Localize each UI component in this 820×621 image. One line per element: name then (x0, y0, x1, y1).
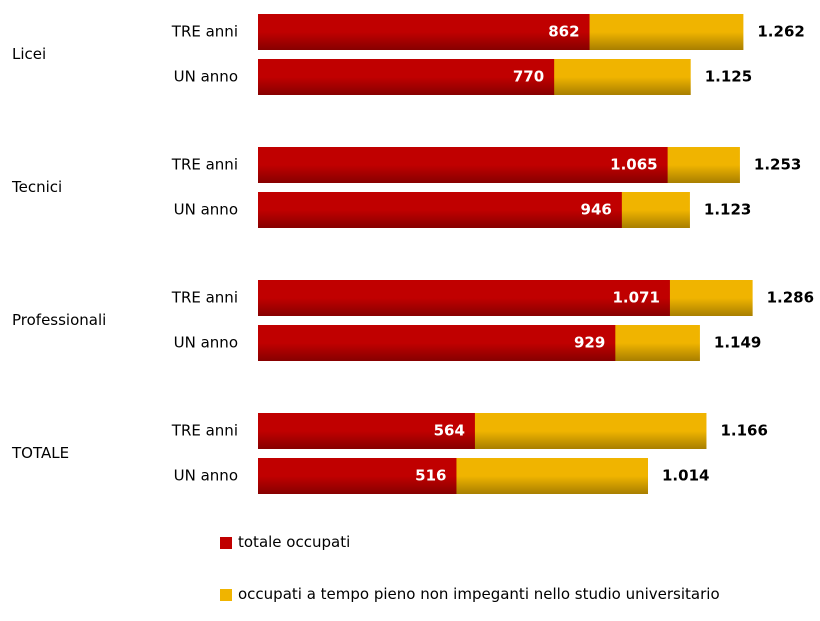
value-label: 946 (581, 201, 612, 219)
bar-shade (258, 458, 457, 494)
legend-swatch (220, 589, 232, 601)
y-tick-label: UN anno (174, 201, 238, 219)
y-tick-label: TRE anni (171, 156, 238, 174)
legend-item: totale occupati (220, 533, 350, 551)
legend-item: occupati a tempo pieno non impeganti nel… (220, 585, 720, 603)
value-label: 1.166 (720, 422, 767, 440)
group-label: Professionali (12, 311, 106, 329)
y-tick-label: UN anno (174, 334, 238, 352)
value-label: 1.123 (704, 201, 751, 219)
bar-shade (258, 147, 668, 183)
y-tick-label: TRE anni (171, 289, 238, 307)
bar-shade (258, 14, 590, 50)
value-label: 1.262 (757, 23, 804, 41)
y-tick-label: TRE anni (171, 23, 238, 41)
value-label: 1.065 (610, 156, 657, 174)
legend-label: occupati a tempo pieno non impeganti nel… (238, 585, 720, 603)
y-tick-label: UN anno (174, 467, 238, 485)
bar-shade (258, 192, 622, 228)
legend-swatch (220, 537, 232, 549)
bar-shade (258, 413, 475, 449)
y-tick-label: UN anno (174, 68, 238, 86)
value-label: 1.125 (705, 68, 752, 86)
group-label: Tecnici (11, 178, 62, 196)
value-label: 1.286 (767, 289, 814, 307)
value-label: 1.149 (714, 334, 761, 352)
value-label: 516 (415, 467, 446, 485)
value-label: 770 (513, 68, 544, 86)
value-label: 1.014 (662, 467, 709, 485)
bar-shade (258, 280, 670, 316)
group-label: TOTALE (11, 444, 69, 462)
y-tick-label: TRE anni (171, 422, 238, 440)
value-label: 564 (434, 422, 465, 440)
value-label: 862 (548, 23, 579, 41)
bar-shade (258, 59, 555, 95)
value-label: 1.071 (612, 289, 659, 307)
legend-label: totale occupati (238, 533, 351, 551)
value-label: 1.253 (754, 156, 801, 174)
value-label: 929 (574, 334, 605, 352)
bar-shade (258, 325, 616, 361)
group-label: Licei (12, 45, 46, 63)
